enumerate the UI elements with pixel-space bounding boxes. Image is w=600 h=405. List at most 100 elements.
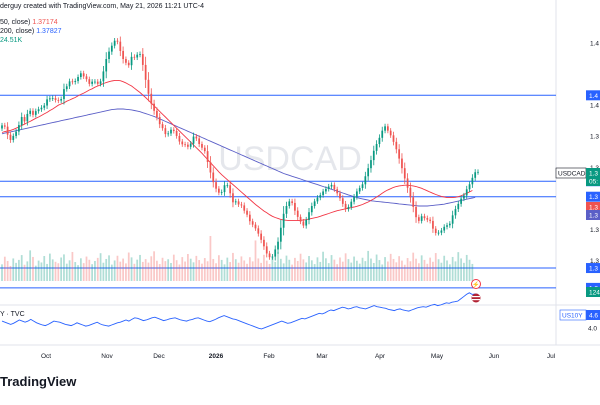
candle-body — [57, 99, 60, 101]
candle-body — [195, 136, 198, 139]
volume-bar — [54, 261, 57, 281]
candle-body — [161, 124, 164, 129]
ma50-legend[interactable]: 50, close) 1.37174 — [0, 18, 58, 27]
volume-bar — [79, 258, 82, 281]
x-axis-label: May — [431, 353, 444, 360]
volume-bar — [94, 260, 96, 281]
candle-body — [406, 178, 409, 188]
event-flag-icon[interactable] — [471, 279, 481, 289]
volume-bar — [116, 255, 119, 281]
candle-body — [265, 246, 268, 254]
price-tag — [586, 202, 600, 212]
candle-body — [6, 126, 9, 135]
macro-pane-label[interactable]: Y · TVC — [0, 311, 25, 318]
candle-body — [164, 128, 167, 135]
volume-bar — [74, 262, 77, 281]
event-flag-glyph-icon: ⚡ — [472, 281, 479, 289]
volume-legend-value[interactable]: 24.51K — [0, 37, 23, 44]
volume-bar — [240, 256, 243, 281]
volume-bar — [386, 261, 389, 281]
ma200-legend[interactable]: 200, close) 1.37827 — [0, 27, 62, 36]
ma200-legend-label: 200, close) — [0, 28, 35, 35]
volume-bar — [77, 265, 79, 281]
volume-bar — [443, 255, 446, 281]
volume-bar — [409, 261, 412, 281]
volume-bar — [130, 257, 133, 281]
candle-body — [178, 135, 181, 142]
volume-bar — [102, 262, 105, 281]
candle-body — [347, 206, 350, 210]
candle-body — [29, 110, 32, 114]
price-tick-label: 1.3 — [590, 134, 599, 141]
volume-bar — [403, 264, 406, 281]
candle-body — [392, 135, 395, 142]
volume-bar — [358, 263, 361, 281]
candle-body — [99, 81, 102, 84]
candle-body — [246, 210, 248, 215]
volume-bar — [330, 255, 333, 281]
volume-bar — [144, 259, 147, 281]
candle-body — [294, 202, 296, 211]
candle-body — [353, 196, 355, 202]
ma50-line — [1, 79, 473, 222]
volume-bar — [212, 258, 215, 281]
volume-bar — [412, 252, 415, 281]
candle-body — [94, 81, 96, 83]
volume-bar — [234, 259, 237, 281]
volume-bar — [446, 260, 448, 281]
volume-bar — [296, 260, 299, 281]
candle-body — [192, 136, 195, 144]
volume-bar — [218, 255, 220, 281]
volume-bar — [406, 258, 409, 281]
volume-bar — [308, 256, 310, 281]
candles-layer[interactable] — [1, 36, 479, 261]
candle-body — [108, 51, 110, 60]
candle-body — [49, 98, 51, 100]
candle-body — [364, 176, 367, 185]
volume-bar — [9, 265, 12, 281]
volume-bar — [201, 263, 203, 281]
volume-bar — [3, 256, 6, 281]
volume-bar — [274, 261, 277, 281]
candle-body — [409, 187, 412, 198]
candle-body — [372, 150, 375, 161]
candle-body — [446, 225, 448, 227]
volume-bar — [153, 251, 155, 281]
candle-body — [448, 223, 451, 226]
candle-body — [9, 134, 12, 140]
volume-bar — [372, 263, 375, 281]
candle-body — [325, 188, 327, 192]
volume-bar — [125, 263, 127, 281]
volume-bar — [150, 256, 153, 281]
macro-tag-text: 4.6 — [589, 313, 598, 320]
volume-bar — [356, 260, 358, 281]
candle-body — [263, 239, 265, 247]
volume-bar — [167, 259, 170, 281]
us-flag-icon[interactable] — [471, 293, 481, 303]
volume-bar — [20, 255, 23, 281]
volume-bar — [34, 265, 37, 281]
volume-bar — [378, 260, 381, 281]
candle-body — [288, 201, 291, 207]
volume-bar — [209, 236, 212, 281]
volume-bar — [440, 262, 443, 281]
volume-bar — [364, 261, 367, 281]
volume-bar — [158, 264, 161, 281]
candle-body — [395, 141, 398, 150]
candle-body — [96, 81, 99, 84]
candle-body — [51, 98, 54, 99]
tradingview-logo[interactable]: TradingView — [0, 374, 77, 389]
candle-body — [313, 201, 316, 207]
candle-body — [184, 144, 186, 146]
candle-body — [65, 86, 68, 90]
x-axis-label: Jun — [489, 353, 500, 360]
candle-body — [77, 77, 79, 82]
volume-bar — [465, 254, 468, 281]
volume-bar — [454, 261, 457, 281]
candle-body — [296, 210, 299, 217]
volume-bar — [468, 259, 471, 281]
volume-bar — [265, 260, 268, 281]
volume-bar — [423, 259, 426, 281]
volume-bar — [415, 258, 417, 281]
